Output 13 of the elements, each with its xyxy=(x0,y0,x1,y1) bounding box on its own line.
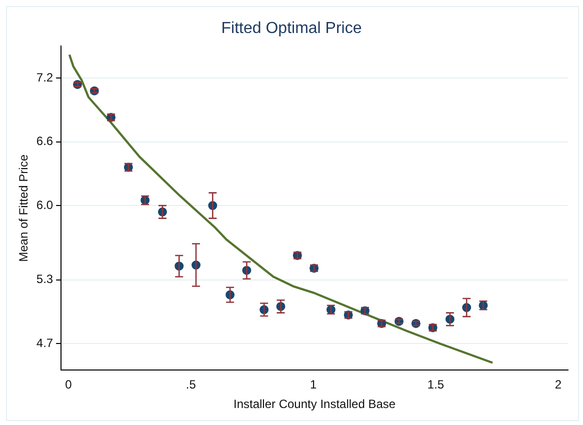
y-tick-label: 7.2 xyxy=(36,70,54,84)
x-tick-label: 0 xyxy=(65,378,72,392)
x-tick-label: .5 xyxy=(186,378,196,392)
y-tick-label: 4.7 xyxy=(36,336,54,350)
y-tick-label: 6.6 xyxy=(36,134,54,148)
chart-title: Fitted Optimal Price xyxy=(221,20,362,38)
x-tick-label: 2 xyxy=(554,378,562,392)
y-tick-label: 5.3 xyxy=(36,272,54,286)
x-tick-label: 1.5 xyxy=(427,378,444,392)
y-tick-label: 6.0 xyxy=(36,198,54,212)
x-axis-title: Installer County Installed Base xyxy=(233,397,396,412)
x-tick-label: 1 xyxy=(310,378,317,392)
y-axis-title: Mean of Fitted Price xyxy=(16,154,31,262)
